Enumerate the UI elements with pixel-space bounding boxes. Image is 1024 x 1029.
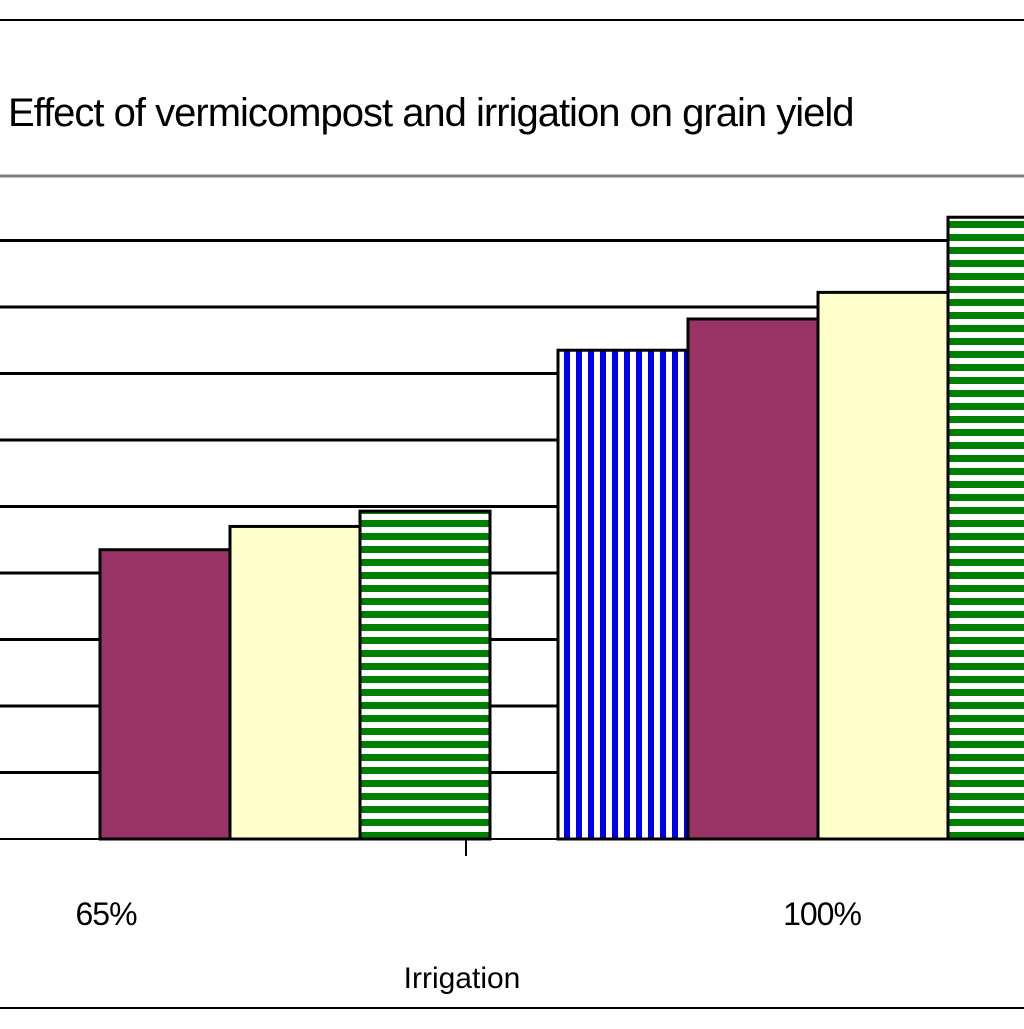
- bar-100pct-s4: [946, 215, 1024, 841]
- bar-65pct-s3: [228, 524, 362, 841]
- bar-100pct-s1: [556, 348, 690, 841]
- bar-100pct-s3: [816, 290, 950, 841]
- chart-title: Effect of vermicompost and irrigation on…: [8, 91, 853, 135]
- bar-65pct-s4: [358, 509, 492, 841]
- x-tick-label: 100%: [783, 896, 861, 932]
- x-axis-tick-labels: 65% 100%: [75, 896, 862, 932]
- x-axis-label: Irrigation: [404, 962, 521, 995]
- bar-65pct-s2: [98, 548, 232, 841]
- x-tick-label: 65%: [75, 896, 137, 932]
- bars: [98, 215, 1024, 841]
- bar-100pct-s2: [686, 317, 820, 841]
